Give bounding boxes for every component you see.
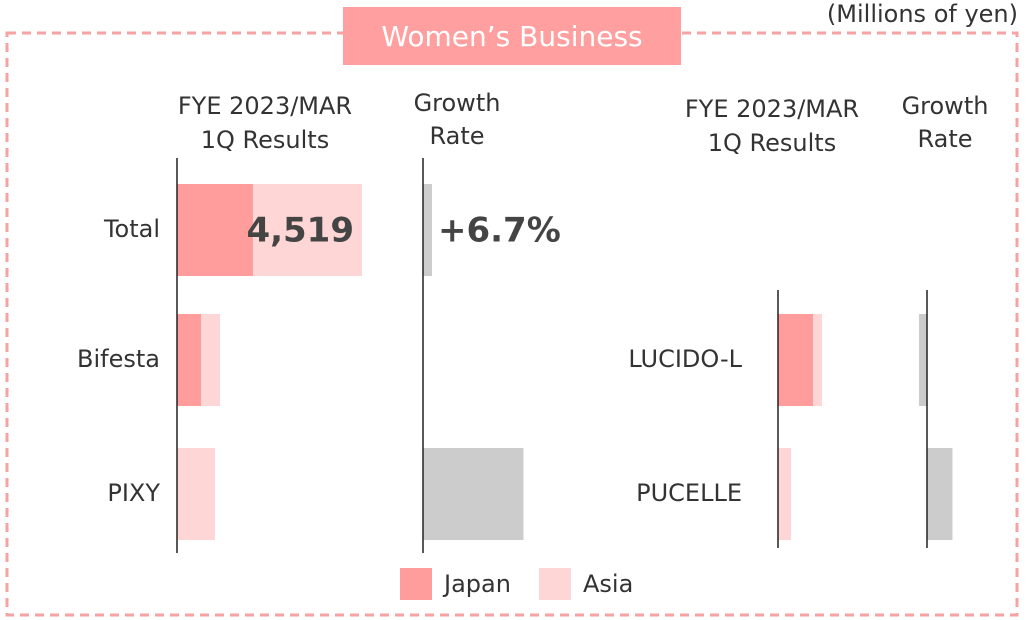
bar-segment <box>177 314 201 406</box>
legend-swatch <box>400 568 432 600</box>
category-label: LUCIDO-L <box>628 345 742 373</box>
bar-segment <box>200 314 220 406</box>
total-label: 4,519 <box>246 211 354 251</box>
bar-segment <box>778 314 814 406</box>
growth-bar <box>423 448 524 540</box>
bar-segment <box>177 184 253 276</box>
category-label: Bifesta <box>77 345 160 373</box>
column-header: 1Q Results <box>708 129 836 157</box>
legend-swatch <box>539 568 571 600</box>
bar-segment <box>252 184 362 276</box>
bar-segment <box>813 314 823 406</box>
category-label: PIXY <box>107 479 160 507</box>
column-header: Growth <box>414 89 501 117</box>
category-label: Total <box>103 215 160 243</box>
growth-bar <box>423 184 432 276</box>
growth-bar <box>927 448 953 540</box>
column-header: Rate <box>917 125 972 153</box>
bar-segment <box>177 448 215 540</box>
category-label: PUCELLE <box>636 479 742 507</box>
legend-label: Asia <box>583 570 633 598</box>
growth-bar <box>918 314 927 406</box>
column-header: Rate <box>429 122 484 150</box>
legend-label: Japan <box>442 570 511 598</box>
bar-segment <box>778 448 792 540</box>
title: Women’s Business <box>381 20 642 53</box>
column-header: FYE 2023/MAR <box>178 92 352 120</box>
column-header: 1Q Results <box>201 126 329 154</box>
unit: (Millions of yen) <box>827 0 1018 28</box>
column-header: FYE 2023/MAR <box>685 95 859 123</box>
title-box <box>343 7 681 65</box>
column-header: Growth <box>902 92 989 120</box>
growth-label: +6.7% <box>438 211 561 251</box>
